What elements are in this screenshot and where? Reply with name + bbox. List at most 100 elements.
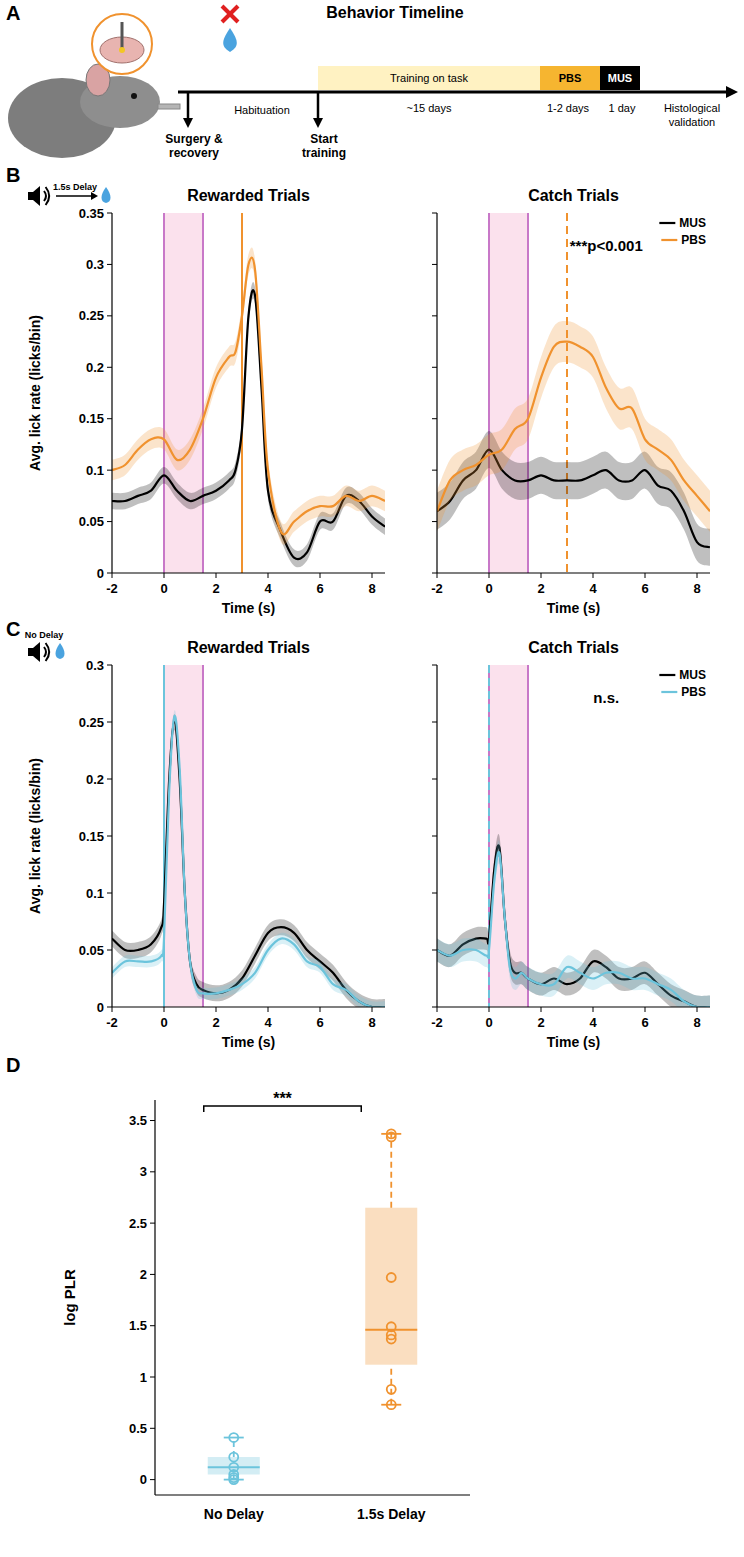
x-tick-label: 2 (212, 581, 219, 596)
y-tick (107, 418, 112, 419)
timeline-title: Behavior Timeline (326, 4, 464, 21)
data-point (229, 1433, 238, 1442)
legend-label: MUS (679, 216, 706, 230)
x-tick (489, 1007, 490, 1012)
legend-label: PBS (681, 685, 706, 699)
y-tick-label: 2.5 (129, 1216, 147, 1231)
x-tick (437, 573, 438, 578)
box (208, 1457, 260, 1474)
x-tick-label: 8 (693, 581, 700, 596)
y-tick (107, 665, 112, 666)
icon-label: 1.5s Delay (53, 182, 97, 192)
x-tick (437, 1007, 438, 1012)
y-tick-label: 0.05 (79, 514, 104, 529)
legend-swatch (661, 239, 677, 241)
y-tick (107, 367, 112, 368)
reward-line (566, 213, 568, 573)
series-line (112, 716, 385, 1007)
x-tick (268, 1007, 269, 1012)
plot-area (437, 665, 710, 1007)
text-line: validation (669, 116, 715, 128)
data-point (387, 1385, 396, 1394)
icon-b: 1.5s Delay (28, 182, 111, 206)
category-label: No Delay (204, 1506, 264, 1522)
x-tick (593, 1007, 594, 1012)
y-tick (107, 779, 112, 780)
error-band (437, 841, 710, 1007)
icon-c: No Delay (25, 630, 65, 662)
y-tick (107, 264, 112, 265)
legend-swatch (659, 674, 675, 676)
icon-label: No Delay (25, 630, 64, 640)
arrow-head (726, 86, 738, 98)
y-axis (436, 213, 437, 573)
whisker (390, 1134, 392, 1208)
y-tick (150, 1377, 155, 1378)
y-tick (107, 1007, 112, 1008)
y-tick-label: 0.5 (129, 1421, 147, 1436)
x-tick-label: 6 (641, 1015, 648, 1030)
y-tick (432, 779, 437, 780)
y-tick-label: 0.1 (86, 463, 104, 478)
y-tick (432, 665, 437, 666)
sound-wave (44, 647, 46, 657)
error-band (112, 710, 385, 1007)
x-tick (320, 1007, 321, 1012)
duration: 1-2 days (547, 102, 590, 114)
x-tick-label: 0 (485, 581, 492, 596)
reward-line (241, 213, 243, 573)
x-tick-label: 6 (316, 1015, 323, 1030)
x-tick-label: -2 (431, 1015, 443, 1030)
x-axis-title: Time (s) (547, 600, 600, 616)
lick-spout (158, 104, 180, 109)
stimulus-window (489, 213, 528, 573)
y-tick (150, 1428, 155, 1429)
data-point (387, 1132, 396, 1141)
sound-wave (46, 643, 50, 661)
water-drop (56, 643, 65, 659)
x-tick (112, 1007, 113, 1012)
panel-letter: B (6, 164, 20, 186)
stimulus-edge (527, 213, 529, 573)
data-point (229, 1475, 238, 1484)
text-line: Start (310, 132, 337, 146)
y-tick-label: 0 (97, 566, 104, 581)
y-tick-label: 0.15 (79, 829, 104, 844)
series-line (112, 258, 385, 535)
y-tick (107, 836, 112, 837)
y-tick-label: 3.5 (129, 1113, 147, 1128)
sound-wave (46, 187, 50, 205)
y-tick (150, 1223, 155, 1224)
x-tick-label: 8 (368, 1015, 375, 1030)
y-tick-label: 0.3 (86, 257, 104, 272)
stimulus-edge (527, 665, 529, 1007)
y-tick-label: 0 (97, 1000, 104, 1015)
x-tick (164, 1007, 165, 1012)
y-tick-label: 0.1 (86, 886, 104, 901)
phase-label: Habituation (234, 104, 290, 116)
data-point (387, 1400, 396, 1409)
stimulus-window (164, 213, 203, 573)
speaker (33, 186, 40, 206)
end-label: Histologicalvalidation (664, 102, 720, 128)
y-tick (150, 1325, 155, 1326)
y-tick (107, 893, 112, 894)
mus-box (600, 66, 640, 90)
y-tick (432, 573, 437, 574)
x-axis-title: Time (s) (547, 1034, 600, 1050)
y-tick (150, 1120, 155, 1121)
chart-title: Catch Trials (528, 187, 619, 204)
y-tick-label: 1.5 (129, 1318, 147, 1333)
y-tick (432, 264, 437, 265)
y-tick (432, 950, 437, 951)
duration: ~15 days (407, 102, 452, 114)
panel-letter: C (6, 618, 20, 640)
plot-area (112, 665, 385, 1007)
delay-arrow (56, 195, 92, 197)
data-point (229, 1453, 238, 1462)
speaker (28, 648, 33, 656)
y-tick (432, 367, 437, 368)
water-drop (223, 28, 237, 52)
series-line (112, 290, 385, 559)
y-tick (432, 1007, 437, 1008)
